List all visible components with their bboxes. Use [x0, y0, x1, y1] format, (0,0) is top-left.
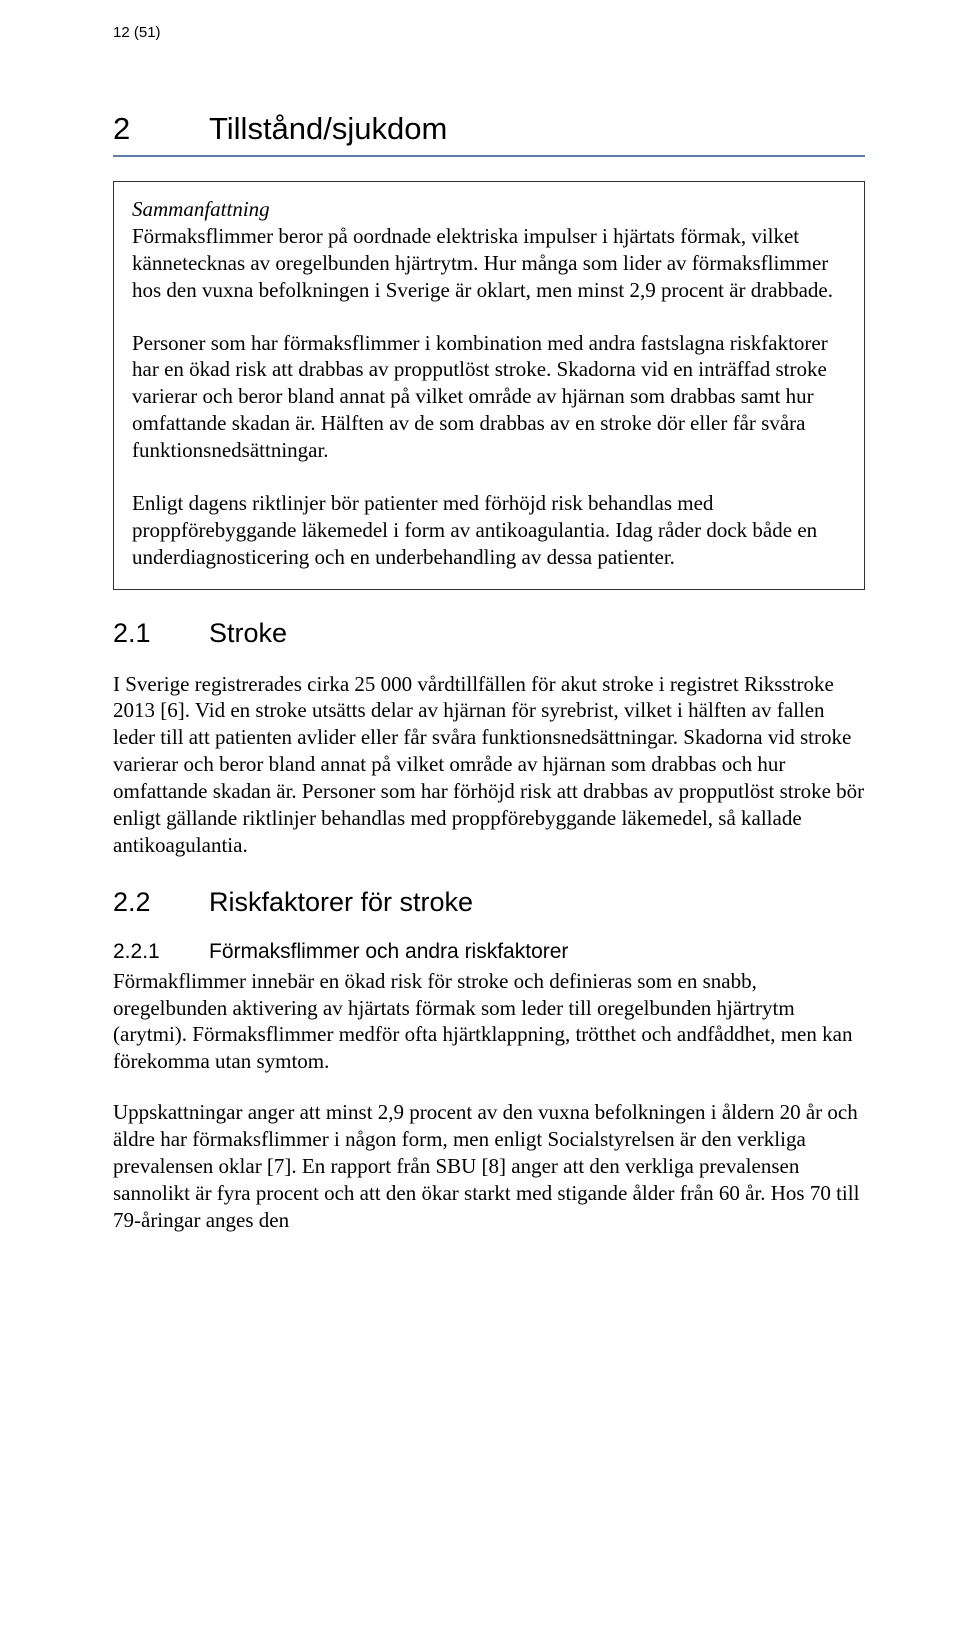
heading-1-number: 2 — [113, 111, 209, 147]
summary-paragraph-2: Personer som har förmaksflimmer i kombin… — [132, 330, 842, 464]
heading-3-number: 2.2.1 — [113, 940, 209, 964]
heading-2-title: Stroke — [209, 618, 287, 649]
heading-1: 2 Tillstånd/sjukdom — [113, 111, 865, 157]
summary-paragraph-3: Enligt dagens riktlinjer bör patienter m… — [132, 490, 842, 571]
document-page: 12 (51) 2 Tillstånd/sjukdom Sammanfattni… — [0, 0, 960, 1634]
summary-box: Sammanfattning Förmaksflimmer beror på o… — [113, 181, 865, 590]
heading-2-stroke: 2.1 Stroke — [113, 618, 865, 649]
heading-2-riskfaktorer: 2.2 Riskfaktorer för stroke — [113, 887, 865, 918]
summary-title: Sammanfattning — [132, 196, 842, 223]
heading-1-title: Tillstånd/sjukdom — [209, 111, 447, 147]
body-paragraph-stroke: I Sverige registrerades cirka 25 000 vår… — [113, 671, 865, 859]
body-paragraph-221-1: Förmakflimmer innebär en ökad risk för s… — [113, 968, 865, 1076]
summary-paragraph-1: Förmaksflimmer beror på oordnade elektri… — [132, 224, 833, 302]
heading-2-number: 2.1 — [113, 618, 209, 649]
heading-3-formaksflimmer: 2.2.1 Förmaksflimmer och andra riskfakto… — [113, 940, 865, 964]
heading-2-number: 2.2 — [113, 887, 209, 918]
page-number: 12 (51) — [113, 24, 865, 41]
heading-3-title: Förmaksflimmer och andra riskfaktorer — [209, 940, 568, 964]
heading-2-title: Riskfaktorer för stroke — [209, 887, 473, 918]
body-paragraph-221-2: Uppskattningar anger att minst 2,9 proce… — [113, 1099, 865, 1233]
